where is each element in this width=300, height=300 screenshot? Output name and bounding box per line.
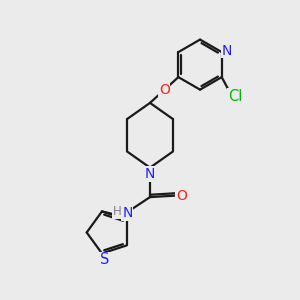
Text: O: O: [176, 189, 187, 202]
Text: N: N: [222, 44, 232, 58]
Text: H: H: [113, 205, 122, 218]
Text: N: N: [122, 206, 133, 220]
Text: N: N: [145, 167, 155, 181]
Text: S: S: [100, 252, 110, 267]
Text: O: O: [159, 83, 170, 97]
Text: Cl: Cl: [228, 89, 242, 104]
